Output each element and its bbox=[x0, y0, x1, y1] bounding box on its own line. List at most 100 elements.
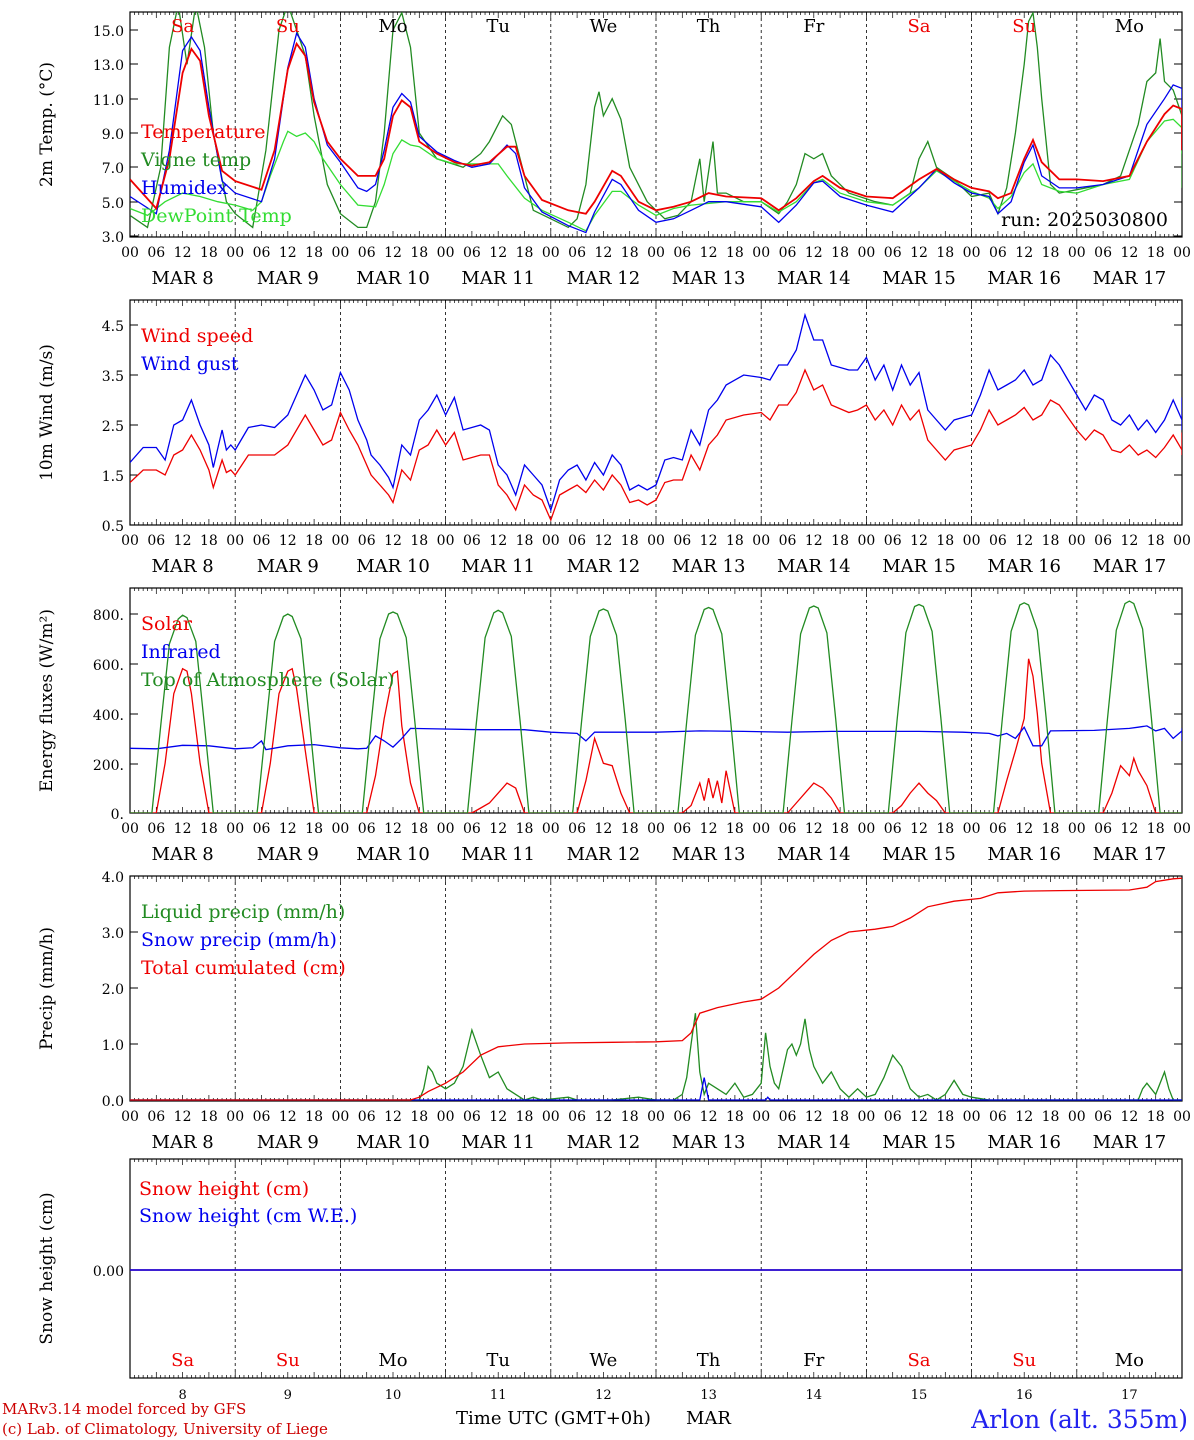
hour-tick-label: 18 bbox=[831, 821, 849, 837]
hour-tick-label: 12 bbox=[174, 245, 192, 261]
date-label: MAR 9 bbox=[257, 844, 319, 865]
hour-tick-label: 06 bbox=[779, 821, 797, 837]
hour-tick-label: 00 bbox=[121, 821, 139, 837]
legend-entry: Infrared bbox=[141, 641, 221, 663]
hour-tick-label: 12 bbox=[489, 245, 507, 261]
weekday-label: Tu bbox=[486, 1350, 510, 1371]
hour-tick-label: 00 bbox=[857, 1109, 875, 1125]
hour-tick-label: 06 bbox=[568, 1109, 586, 1125]
plot-frame bbox=[129, 587, 1183, 814]
y-tick-label: 2.0 bbox=[102, 982, 124, 998]
date-label: MAR 12 bbox=[567, 556, 641, 577]
day-number-label: 16 bbox=[1016, 1388, 1033, 1403]
date-label: MAR 9 bbox=[257, 556, 319, 577]
hour-tick-label: 18 bbox=[305, 245, 323, 261]
hour-tick-label: 12 bbox=[1120, 1109, 1138, 1125]
legend-entry: Total cumulated (cm) bbox=[141, 957, 346, 979]
hour-tick-label: 12 bbox=[1120, 533, 1138, 549]
hour-tick-label: 00 bbox=[963, 245, 981, 261]
hour-tick-label: 00 bbox=[647, 1109, 665, 1125]
y-tick-label: 7.0 bbox=[102, 161, 124, 177]
y-axis-label: Snow height (cm) bbox=[37, 1192, 57, 1344]
hour-tick-label: 06 bbox=[463, 1109, 481, 1125]
date-label: MAR 17 bbox=[1093, 1132, 1167, 1153]
y-tick-label: 3.0 bbox=[102, 926, 124, 942]
date-label: MAR 16 bbox=[987, 844, 1061, 865]
date-label: MAR 14 bbox=[777, 556, 851, 577]
hour-tick-label: 06 bbox=[779, 1109, 797, 1125]
date-label: MAR 8 bbox=[152, 268, 214, 289]
weekday-label: Su bbox=[276, 1350, 300, 1371]
date-label: MAR 11 bbox=[461, 1132, 535, 1153]
hour-tick-label: 00 bbox=[121, 1109, 139, 1125]
hour-tick-label: 00 bbox=[542, 245, 560, 261]
day-number-label: 13 bbox=[700, 1388, 717, 1403]
weekday-label: Mo bbox=[1115, 1350, 1144, 1371]
legend-entry: Liquid precip (mm/h) bbox=[141, 901, 345, 923]
hour-tick-label: 18 bbox=[200, 1109, 218, 1125]
legend-entry: Top of Atmosphere (Solar) bbox=[141, 669, 394, 691]
y-tick-label: 3.0 bbox=[102, 230, 124, 246]
hour-tick-label: 18 bbox=[726, 1109, 744, 1125]
hour-tick-label: 12 bbox=[1015, 1109, 1033, 1125]
hour-tick-label: 12 bbox=[700, 1109, 718, 1125]
weekday-label: Sa bbox=[907, 1350, 930, 1371]
hour-tick-label: 18 bbox=[936, 821, 954, 837]
hour-tick-label: 12 bbox=[384, 821, 402, 837]
series-line-wind-gust bbox=[130, 312, 1182, 513]
hour-tick-label: 00 bbox=[437, 1109, 455, 1125]
date-label: MAR 12 bbox=[567, 1132, 641, 1153]
y-axis-label: 2m Temp. (°C) bbox=[37, 62, 57, 187]
hour-tick-label: 06 bbox=[253, 245, 271, 261]
date-label: MAR 14 bbox=[777, 268, 851, 289]
y-tick-label: 2.5 bbox=[102, 419, 124, 435]
hour-tick-label: 06 bbox=[358, 821, 376, 837]
day-number-label: 10 bbox=[385, 1388, 402, 1403]
hour-tick-label: 00 bbox=[963, 1109, 981, 1125]
hour-tick-label: 12 bbox=[594, 245, 612, 261]
legend-entry: Vigne temp bbox=[140, 149, 251, 171]
weekday-label: We bbox=[590, 1350, 618, 1371]
hour-tick-label: 18 bbox=[516, 1109, 534, 1125]
weekday-label: Fr bbox=[803, 1350, 824, 1371]
hour-tick-label: 18 bbox=[1042, 1109, 1060, 1125]
hour-tick-label: 00 bbox=[857, 533, 875, 549]
y-axis-label: 10m Wind (m/s) bbox=[37, 344, 57, 481]
date-label: MAR 9 bbox=[257, 1132, 319, 1153]
date-label: MAR 16 bbox=[987, 556, 1061, 577]
hour-tick-label: 12 bbox=[805, 821, 823, 837]
series-line-snow-precip-mm-h bbox=[130, 1077, 1182, 1101]
plot-frame bbox=[129, 11, 1183, 238]
hour-tick-label: 12 bbox=[805, 1109, 823, 1125]
weekday-label: Su bbox=[276, 16, 300, 37]
y-tick-label: 0.0 bbox=[102, 1094, 124, 1110]
hour-tick-label: 18 bbox=[1042, 533, 1060, 549]
hour-tick-label: 00 bbox=[1068, 245, 1086, 261]
hour-tick-label: 12 bbox=[594, 533, 612, 549]
hour-tick-label: 12 bbox=[279, 533, 297, 549]
date-label: MAR 16 bbox=[987, 1132, 1061, 1153]
hour-tick-label: 12 bbox=[174, 1109, 192, 1125]
series-line-top-of-atmosphere-solar bbox=[130, 600, 1182, 813]
hour-tick-label: 18 bbox=[410, 245, 428, 261]
weekday-label: We bbox=[590, 16, 618, 37]
day-number-label: 14 bbox=[806, 1388, 823, 1403]
weekday-label: Th bbox=[697, 1350, 721, 1371]
hour-tick-label: 12 bbox=[805, 533, 823, 549]
hour-tick-label: 18 bbox=[1147, 245, 1165, 261]
hour-tick-label: 00 bbox=[542, 821, 560, 837]
hour-tick-label: 18 bbox=[516, 533, 534, 549]
day-number-label: 9 bbox=[284, 1388, 292, 1403]
hour-tick-label: 12 bbox=[700, 821, 718, 837]
hour-tick-label: 00 bbox=[542, 533, 560, 549]
y-axis-label: Precip (mm/h) bbox=[37, 927, 57, 1050]
weekday-label: Su bbox=[1012, 1350, 1036, 1371]
hour-tick-label: 06 bbox=[568, 821, 586, 837]
hour-tick-label: 12 bbox=[910, 1109, 928, 1125]
legend-entry: Solar bbox=[141, 613, 193, 635]
hour-tick-label: 06 bbox=[463, 533, 481, 549]
hour-tick-label: 00 bbox=[121, 245, 139, 261]
date-label: MAR 8 bbox=[152, 1132, 214, 1153]
hour-tick-label: 12 bbox=[910, 821, 928, 837]
legend-entry: Snow precip (mm/h) bbox=[141, 929, 337, 951]
